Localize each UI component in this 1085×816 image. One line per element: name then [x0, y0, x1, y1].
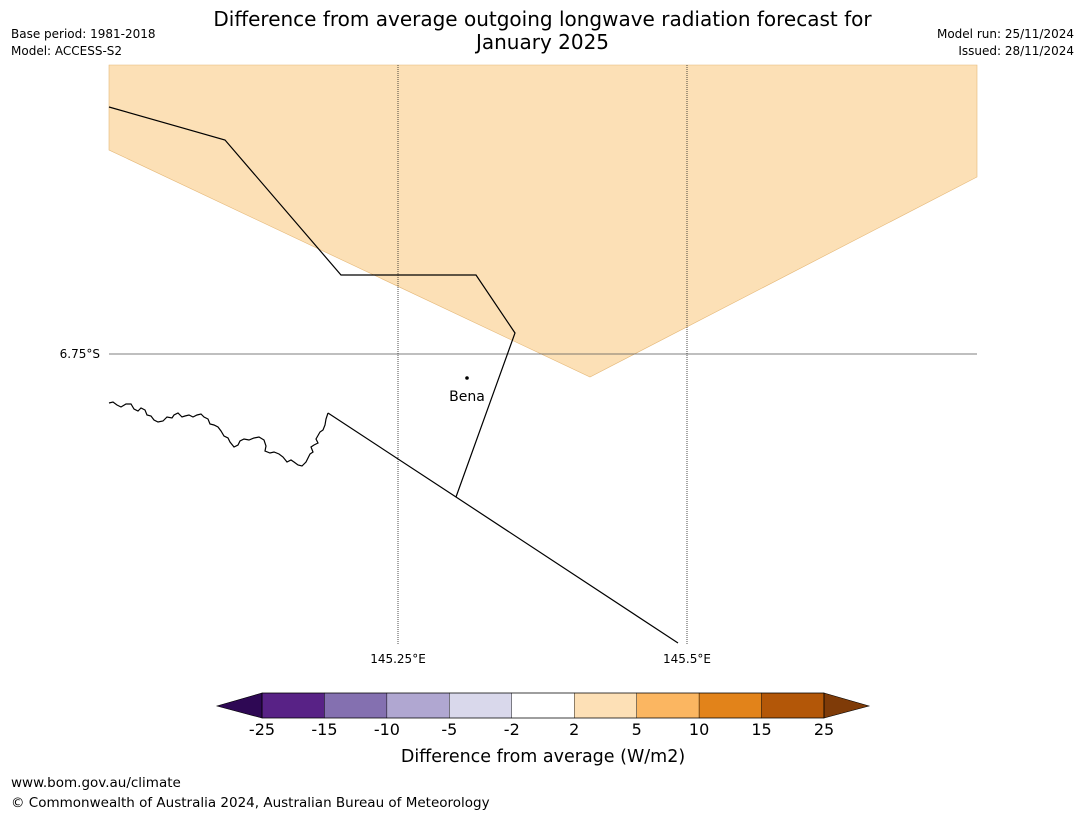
colorbar-box-7	[698, 692, 762, 719]
province-boundary-south	[327, 412, 679, 644]
colorbar-tick-6: 5	[632, 720, 642, 739]
colorbar-tick-9: 25	[814, 720, 834, 739]
colorbar-tick-3: -5	[441, 720, 457, 739]
issued-date: Issued: 28/11/2024	[958, 44, 1074, 58]
colorbar-tick-4: -2	[504, 720, 520, 739]
colorbar-tick-1: -15	[311, 720, 337, 739]
colorbar-extend-low	[215, 692, 263, 719]
longitude-label-145-5: 145.5°E	[663, 652, 711, 666]
colorbar-extend-high	[823, 692, 871, 719]
colorbar-box-3	[449, 692, 512, 719]
latitude-label: 6.75°S	[60, 347, 100, 361]
colorbar-box-4	[511, 692, 575, 719]
footer-url: www.bom.gov.au/climate	[11, 775, 181, 791]
colorbar-label: Difference from average (W/m2)	[401, 747, 685, 767]
model-run: Model run: 25/11/2024	[936, 27, 1074, 41]
meta-right: Model run: 25/11/2024 Issued: 28/11/2024	[937, 26, 1074, 60]
colorbar-tick-0: -25	[249, 720, 275, 739]
bena-label: Bena	[449, 389, 485, 405]
colorbar-box-8	[761, 692, 825, 719]
bena-marker	[465, 376, 469, 380]
colorbar-tick-5: 2	[569, 720, 579, 739]
colorbar-outline	[261, 692, 825, 719]
colorbar-tick-7: 10	[689, 720, 709, 739]
colorbar-tick-8: 15	[751, 720, 771, 739]
colorbar-box-2	[386, 692, 450, 719]
longitude-label-145-25: 145.25°E	[370, 652, 426, 666]
base-period: Base period: 1981-2018	[11, 27, 156, 41]
title-line-1: Difference from average outgoing longwav…	[213, 7, 872, 31]
title-line-2: January 2025	[475, 30, 610, 54]
colorbar-box-0	[261, 692, 325, 719]
province-boundary-north	[108, 106, 516, 498]
model-name: Model: ACCESS-S2	[11, 44, 123, 58]
meta-left: Base period: 1981-2018 Model: ACCESS-S2	[11, 26, 156, 60]
colorbar-box-5	[574, 692, 637, 719]
colorbar-box-6	[636, 692, 700, 719]
colorbar-box-1	[324, 692, 388, 719]
colorbar-tick-2: -10	[374, 720, 400, 739]
page-title: Difference from average outgoing longwav…	[150, 8, 935, 54]
footer-copyright: © Commonwealth of Australia 2024, Austra…	[11, 795, 490, 811]
anomaly-region-2-to-5	[108, 64, 978, 378]
river-boundary	[108, 401, 329, 467]
